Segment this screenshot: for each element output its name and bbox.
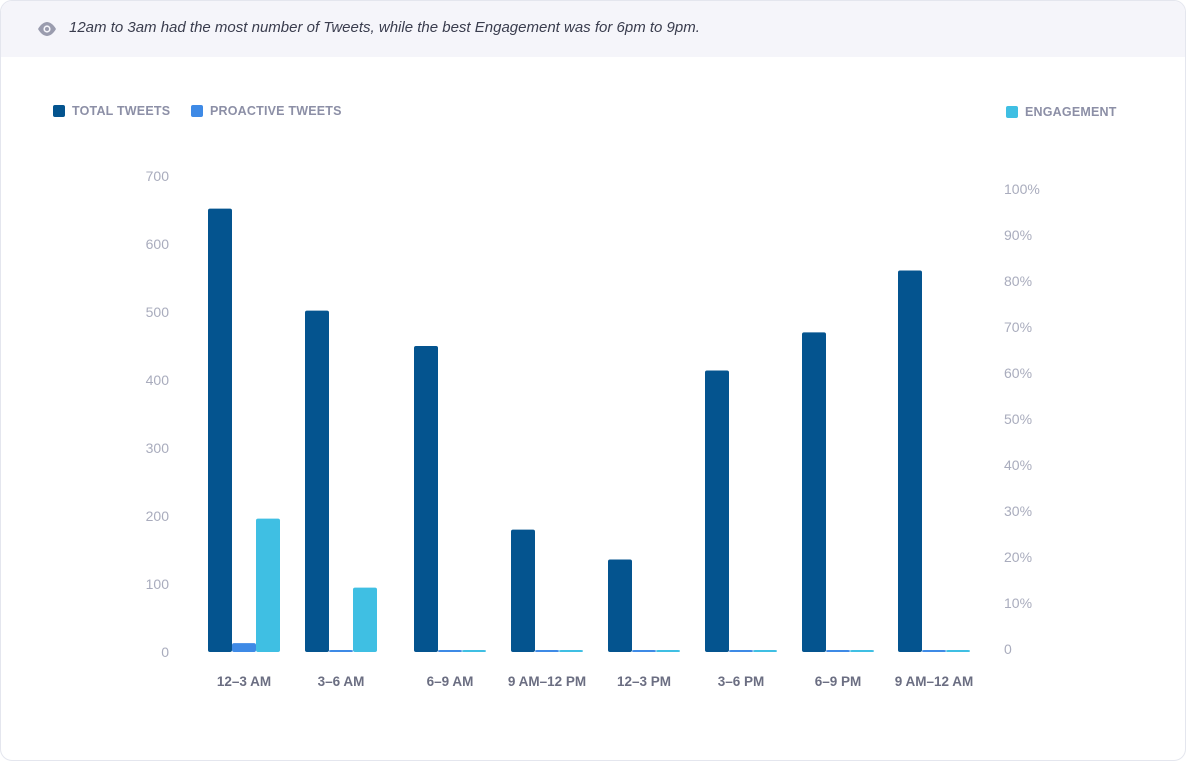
insight-text: 12am to 3am had the most number of Tweet…	[69, 19, 700, 36]
bar-total-tweets[interactable]	[705, 370, 729, 652]
y-left-tick-label: 0	[161, 644, 169, 660]
legend-label-total: TOTAL TWEETS	[72, 104, 171, 118]
legend-engagement[interactable]: ENGAGEMENT	[1006, 105, 1117, 119]
legend-swatch-proactive	[191, 105, 203, 117]
y-left-tick-label: 700	[146, 168, 170, 184]
bar-proactive-tweets[interactable]	[826, 650, 850, 652]
legend-proactive-tweets[interactable]: PROACTIVE TWEETS	[191, 104, 342, 118]
bar-engagement[interactable]	[256, 518, 280, 652]
legend-label-engagement: ENGAGEMENT	[1025, 105, 1117, 119]
y-right-tick-label: 60%	[1004, 365, 1032, 381]
bar-engagement[interactable]	[753, 650, 777, 652]
y-right-tick-label: 90%	[1004, 227, 1032, 243]
bar-engagement[interactable]	[850, 650, 874, 652]
bar-total-tweets[interactable]	[305, 310, 329, 652]
x-category-label: 12–3 PM	[617, 674, 671, 689]
y-left-tick-label: 300	[146, 440, 170, 456]
bar-proactive-tweets[interactable]	[329, 650, 353, 652]
x-category-label: 3–6 PM	[718, 674, 765, 689]
y-left-tick-label: 100	[146, 576, 170, 592]
x-category-label: 6–9 AM	[427, 674, 474, 689]
bar-proactive-tweets[interactable]	[729, 650, 753, 652]
bar-total-tweets[interactable]	[414, 346, 438, 652]
legend-total-tweets[interactable]: TOTAL TWEETS	[53, 104, 170, 118]
y-right-tick-label: 100%	[1004, 181, 1040, 197]
bar-proactive-tweets[interactable]	[232, 643, 256, 652]
x-category-label: 9 AM–12 AM	[895, 674, 974, 689]
bar-total-tweets[interactable]	[898, 270, 922, 652]
y-right-tick-label: 10%	[1004, 595, 1032, 611]
bar-proactive-tweets[interactable]	[632, 650, 656, 652]
y-left-tick-label: 600	[146, 236, 170, 252]
y-right-tick-label: 80%	[1004, 273, 1032, 289]
bar-total-tweets[interactable]	[608, 559, 632, 652]
y-right-tick-label: 70%	[1004, 319, 1032, 335]
insight-banner: 12am to 3am had the most number of Tweet…	[1, 1, 1185, 57]
bar-engagement[interactable]	[353, 587, 377, 652]
x-category-label: 9 AM–12 PM	[508, 674, 586, 689]
x-category-label: 3–6 AM	[318, 674, 365, 689]
bar-proactive-tweets[interactable]	[535, 650, 559, 652]
bar-total-tweets[interactable]	[802, 332, 826, 652]
bar-total-tweets[interactable]	[511, 529, 535, 652]
y-left-tick-label: 200	[146, 508, 170, 524]
y-right-tick-label: 50%	[1004, 411, 1032, 427]
bar-engagement[interactable]	[946, 650, 970, 652]
legend-swatch-engagement	[1006, 106, 1018, 118]
bar-engagement[interactable]	[462, 650, 486, 652]
y-right-tick-label: 20%	[1004, 549, 1032, 565]
bar-engagement[interactable]	[656, 650, 680, 652]
bar-total-tweets[interactable]	[208, 208, 232, 652]
bar-proactive-tweets[interactable]	[922, 650, 946, 652]
eye-icon	[38, 22, 56, 36]
legend-swatch-total	[53, 105, 65, 117]
y-right-tick-label: 30%	[1004, 503, 1032, 519]
bar-engagement[interactable]	[559, 650, 583, 652]
y-right-tick-label: 40%	[1004, 457, 1032, 473]
y-right-tick-label: 0	[1004, 641, 1012, 657]
x-category-label: 12–3 AM	[217, 674, 271, 689]
y-left-tick-label: 500	[146, 304, 170, 320]
x-category-label: 6–9 PM	[815, 674, 862, 689]
legend-label-proactive: PROACTIVE TWEETS	[210, 104, 342, 118]
bar-proactive-tweets[interactable]	[438, 650, 462, 652]
y-left-tick-label: 400	[146, 372, 170, 388]
